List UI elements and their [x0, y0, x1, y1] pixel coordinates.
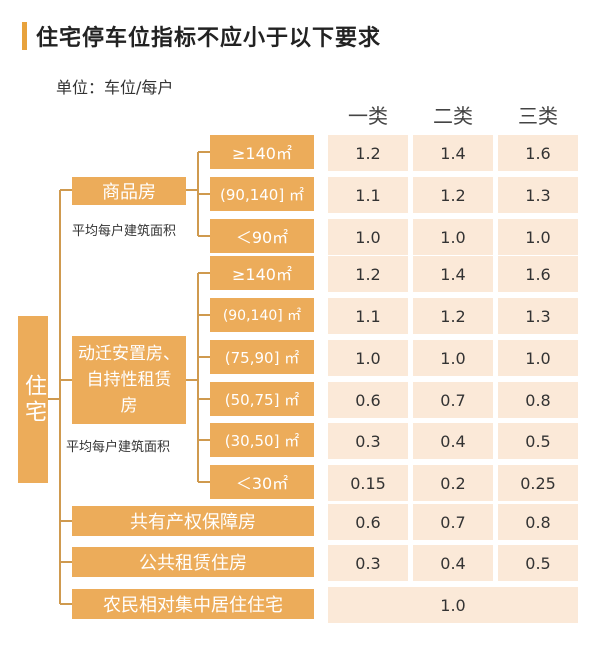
group-resettlement-label-line2: 自持性租赁: [86, 370, 172, 390]
value-cell: 0.5: [498, 423, 578, 459]
row-label-resettlement-ge140: ≥140㎡: [210, 256, 314, 290]
column-header-class-3: 三类: [518, 104, 558, 128]
group-resettlement-housing: 动迁安置房、 自持性租赁 房: [72, 336, 186, 424]
row-label-commercial-lt90: ＜90㎡: [210, 219, 314, 253]
group-commercial-housing: 商品房: [72, 177, 186, 205]
value-cell: 1.1: [328, 177, 408, 213]
row-label-commercial-ge140: ≥140㎡: [210, 135, 314, 169]
group-resettlement-label-line1: 动迁安置房、: [78, 344, 180, 364]
value-cell: 0.6: [328, 504, 408, 540]
value-cell: 0.7: [413, 504, 493, 540]
value-cell: 1.0: [498, 340, 578, 376]
value-cell: 1.0: [413, 219, 493, 255]
value-cell: 0.5: [498, 545, 578, 581]
group-commercial-note: 平均每户建筑面积: [72, 224, 177, 239]
column-header-class-2: 二类: [433, 104, 473, 128]
value-cell: 1.0: [498, 219, 578, 255]
value-cell: 0.25: [498, 465, 578, 501]
value-cell: 0.8: [498, 382, 578, 418]
value-cell: 1.4: [413, 256, 493, 292]
value-cell: 0.15: [328, 465, 408, 501]
page-title: 住宅停车位指标不应小于以下要求: [36, 26, 382, 51]
value-cell: 1.6: [498, 256, 578, 292]
unit-label: 单位：车位/每户: [56, 78, 174, 97]
value-cell: 0.4: [413, 423, 493, 459]
row-label-rural-concentrated: 农民相对集中居住住宅: [72, 589, 314, 619]
value-cell-merged: 1.0: [328, 587, 578, 623]
value-cell: 0.3: [328, 545, 408, 581]
value-cell: 1.3: [498, 177, 578, 213]
row-label-resettlement-75-90: (75,90] ㎡: [210, 340, 314, 374]
row-label-shared-ownership: 共有产权保障房: [72, 506, 314, 536]
value-cell: 0.3: [328, 423, 408, 459]
value-cell: 1.0: [413, 340, 493, 376]
value-cell: 0.2: [413, 465, 493, 501]
row-label-resettlement-30-50: (30,50] ㎡: [210, 423, 314, 457]
group-resettlement-note: 平均每户建筑面积: [66, 440, 171, 455]
value-cell: 1.0: [328, 219, 408, 255]
value-cell: 1.1: [328, 298, 408, 334]
value-cell: 1.2: [413, 177, 493, 213]
value-cell: 1.0: [328, 340, 408, 376]
row-label-resettlement-50-75: (50,75] ㎡: [210, 382, 314, 416]
value-cell: 0.8: [498, 504, 578, 540]
value-cell: 1.4: [413, 135, 493, 171]
row-label-resettlement-90-140: (90,140] ㎡: [210, 298, 314, 332]
value-cell: 1.6: [498, 135, 578, 171]
group-resettlement-label-line3: 房: [120, 396, 138, 416]
value-cell: 1.2: [413, 298, 493, 334]
value-cell: 1.2: [328, 135, 408, 171]
row-label-resettlement-lt30: ＜30㎡: [210, 465, 314, 499]
root-node-label: 住宅: [21, 373, 46, 426]
row-label-public-rental: 公共租赁住房: [72, 547, 314, 577]
value-cell: 1.3: [498, 298, 578, 334]
value-cell: 1.2: [328, 256, 408, 292]
column-header-class-1: 一类: [348, 104, 388, 128]
row-label-commercial-90-140: (90,140] ㎡: [210, 177, 314, 211]
title-accent-bar: [22, 22, 27, 50]
root-node-residential: 住宅: [18, 316, 48, 483]
value-cell: 0.4: [413, 545, 493, 581]
value-cell: 0.6: [328, 382, 408, 418]
value-cell: 0.7: [413, 382, 493, 418]
